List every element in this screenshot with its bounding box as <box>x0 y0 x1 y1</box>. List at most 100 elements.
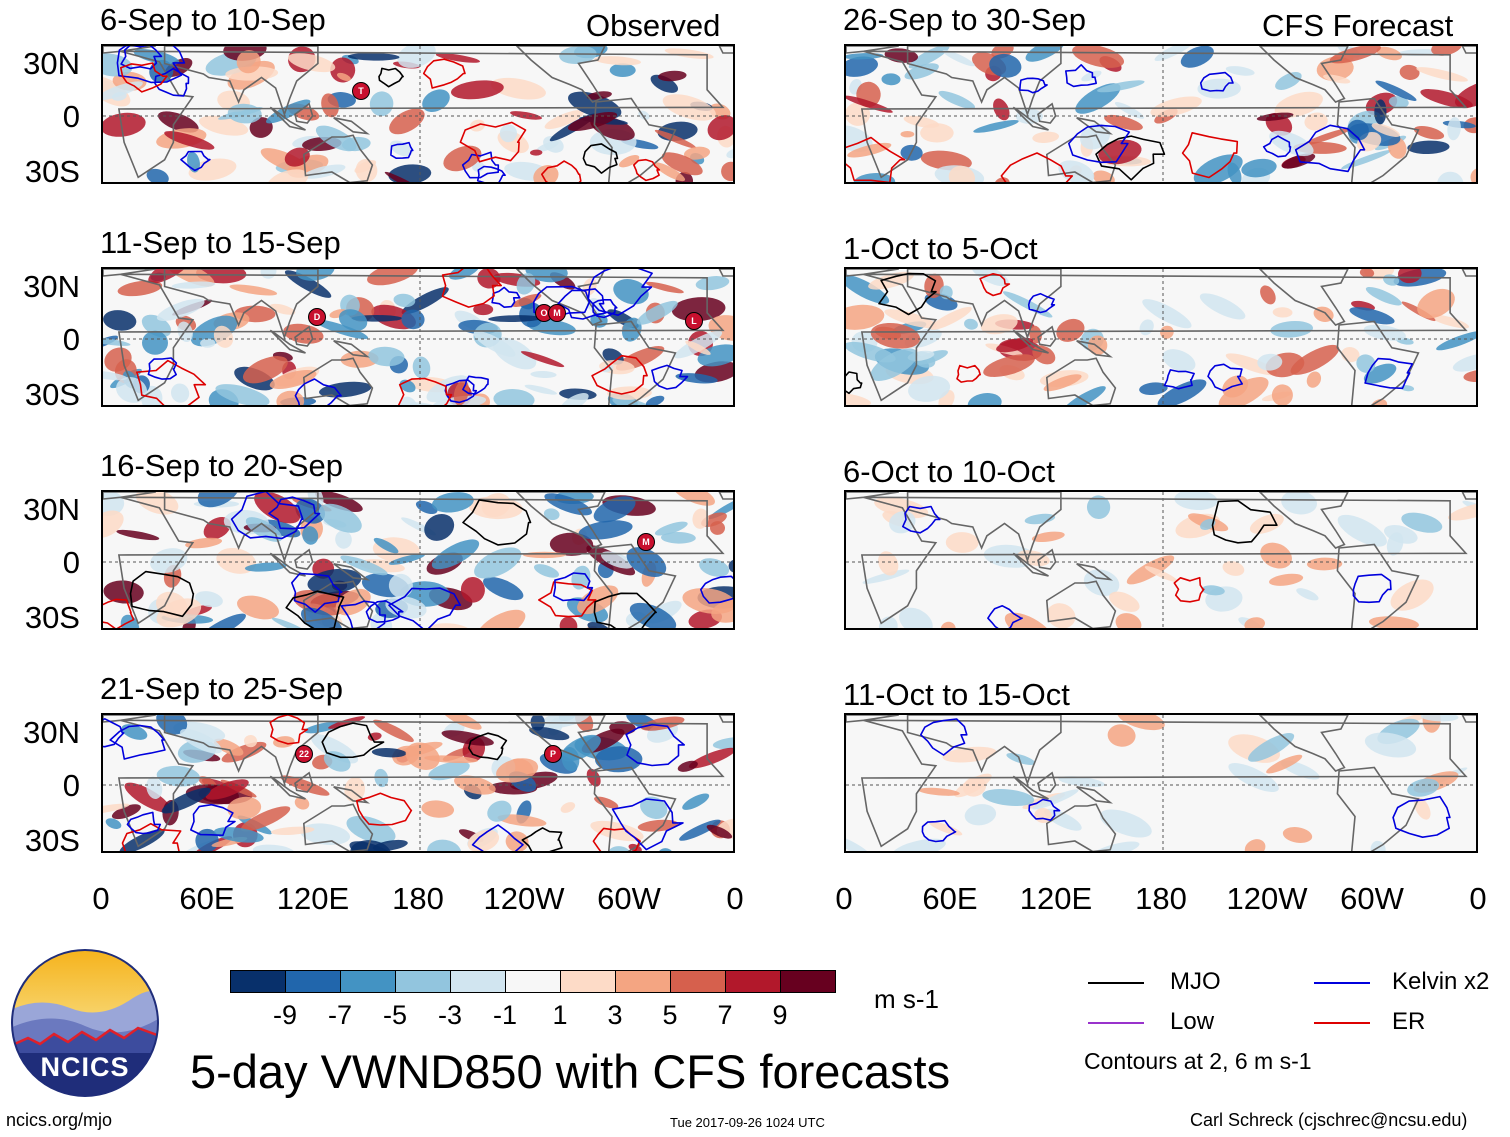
anomaly-patch <box>103 81 143 101</box>
coastline <box>515 46 606 103</box>
anomaly-patch <box>587 621 612 628</box>
lon-label: 0 <box>835 881 853 916</box>
anomaly-patch <box>116 529 160 541</box>
anomaly-patch <box>454 775 496 795</box>
anomaly-patch <box>372 839 408 851</box>
anomaly-patch <box>920 123 954 143</box>
anomaly-patch <box>561 746 580 772</box>
anomaly-patch <box>846 274 890 304</box>
anomaly-patch <box>671 297 726 322</box>
anomaly-patch <box>1420 715 1459 722</box>
colorbar-swatch <box>505 970 561 993</box>
anomaly-patch <box>399 396 419 405</box>
anomaly-patch <box>1142 299 1192 329</box>
anomaly-patch <box>426 375 470 403</box>
wave-contour <box>321 722 385 759</box>
anomaly-patch <box>1199 293 1246 320</box>
anomaly-patch <box>1201 585 1225 596</box>
coastline <box>302 580 374 628</box>
anomaly-patch <box>225 66 279 81</box>
wave-contour <box>587 269 653 316</box>
anomaly-patch <box>335 588 371 616</box>
wave-contour <box>462 499 532 546</box>
anomaly-patch <box>1407 778 1440 797</box>
anomaly-patch <box>559 616 578 628</box>
coastline <box>1012 106 1049 131</box>
wave-contour <box>1000 152 1074 182</box>
lat-label: 0 <box>62 322 80 357</box>
storm-marker: M <box>548 304 566 322</box>
anomaly-patch <box>1401 512 1443 533</box>
wave-contour <box>103 718 125 748</box>
figure-title: 5-day VWND850 with CFS forecasts <box>190 1045 951 1098</box>
anomaly-patch <box>1281 492 1318 515</box>
anomaly-patch <box>424 513 455 541</box>
anomaly-patch <box>1282 827 1313 843</box>
coastline <box>333 563 371 581</box>
anomaly-patch <box>1144 566 1178 582</box>
anomaly-patch <box>449 269 480 280</box>
anomaly-patch <box>1470 167 1476 182</box>
anomaly-patch <box>543 508 560 521</box>
anomaly-patch <box>889 511 916 534</box>
anomaly-patch <box>347 52 400 61</box>
anomaly-patch <box>511 293 542 307</box>
wave-contour <box>378 67 404 88</box>
wave-contour <box>120 46 163 70</box>
anomaly-patch <box>266 169 309 182</box>
panel-title-forecast-3: 6-Oct to 10-Oct <box>843 454 1055 489</box>
anomaly-patch <box>637 819 679 832</box>
anomaly-patch <box>1337 514 1387 547</box>
map-panel-observed-1: T <box>101 44 735 184</box>
wave-contour <box>190 803 236 837</box>
anomaly-patch <box>586 768 601 787</box>
coastline <box>1045 357 1117 405</box>
colorbar-swatch <box>285 970 341 993</box>
anomaly-patch <box>103 803 130 815</box>
wave-contour <box>471 824 524 851</box>
map-panel-forecast-4 <box>844 713 1478 853</box>
anomaly-patch <box>963 776 987 797</box>
anomaly-patch <box>1290 344 1340 375</box>
anomaly-patch <box>157 111 199 133</box>
anomaly-patch <box>476 609 526 628</box>
anomaly-patch <box>245 517 283 542</box>
coastline <box>1336 97 1420 182</box>
coastline <box>103 269 156 277</box>
anomaly-patch <box>171 281 216 289</box>
wave-contour <box>878 272 937 316</box>
anomaly-patch <box>571 565 591 590</box>
anomaly-patch <box>618 155 640 168</box>
wave-contour <box>538 581 597 618</box>
anomaly-patch <box>188 158 237 181</box>
coastline <box>163 269 319 340</box>
anomaly-patch <box>697 344 733 367</box>
lon-label: 180 <box>392 881 444 916</box>
anomaly-patch <box>164 131 215 150</box>
anomaly-patch <box>607 846 631 851</box>
coastline <box>269 775 306 800</box>
anomaly-patch <box>601 365 614 373</box>
anomaly-patch <box>983 354 1035 377</box>
anomaly-patch <box>103 580 144 604</box>
anomaly-patch <box>389 108 425 135</box>
anomaly-patch <box>578 520 633 540</box>
legend-line-low <box>1088 1022 1144 1024</box>
anomaly-patch <box>1271 384 1293 405</box>
anomaly-patch <box>1272 307 1293 318</box>
coastline <box>846 46 899 54</box>
coastline <box>906 269 1062 340</box>
panel-title-observed-3: 16-Sep to 20-Sep <box>100 448 344 483</box>
anomaly-patch <box>242 356 288 384</box>
anomaly-patch <box>120 614 140 628</box>
anomaly-patch <box>340 555 388 576</box>
lon-label: 120E <box>1019 881 1093 916</box>
anomaly-patch <box>1107 724 1136 747</box>
legend-note: Contours at 2, 6 m s-1 <box>1084 1048 1312 1074</box>
coastline <box>1461 492 1476 500</box>
coastline <box>103 492 156 500</box>
anomaly-patch <box>530 149 543 156</box>
anomaly-patch <box>119 829 165 851</box>
wave-contour <box>1163 369 1195 390</box>
anomaly-patch <box>367 269 418 286</box>
